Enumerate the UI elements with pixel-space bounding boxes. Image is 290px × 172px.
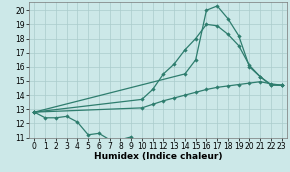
X-axis label: Humidex (Indice chaleur): Humidex (Indice chaleur) — [94, 152, 222, 161]
